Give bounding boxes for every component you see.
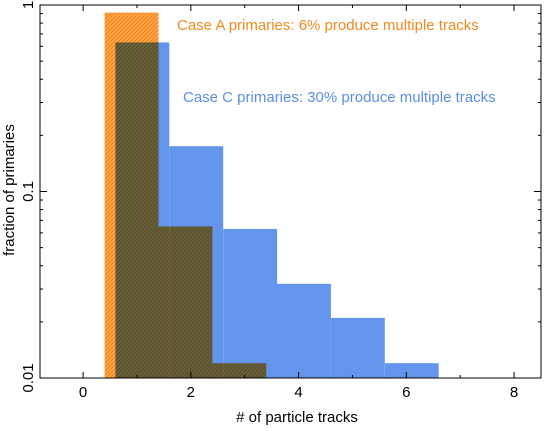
y-axis-label: fraction of primaries (1, 124, 18, 256)
x-axis-label: # of particle tracks (236, 409, 358, 426)
case-c-bar-4 (330, 317, 385, 378)
x-tick-label-6: 6 (402, 384, 410, 401)
x-tick-label-8: 8 (510, 384, 518, 401)
case-c-bar-3 (277, 283, 331, 378)
annotation-case-a: Case A primaries: 6% produce multiple tr… (177, 17, 479, 34)
x-tick-label-0: 0 (79, 384, 87, 401)
y-tick-label-2: 1 (20, 1, 37, 9)
case-a-bar-1 (158, 226, 213, 378)
y-tick-label-0: 0.01 (20, 363, 37, 392)
case-a-bar-2 (212, 363, 267, 378)
case-c-bar-2 (223, 228, 278, 378)
x-tick-label-4: 4 (294, 384, 302, 401)
annotation-case-c: Case C primaries: 30% produce multiple t… (183, 89, 496, 106)
case-a-bar-0 (104, 12, 159, 378)
y-tick-label-1: 0.1 (20, 181, 37, 202)
case-c-bar-5 (384, 363, 439, 378)
x-tick-label-2: 2 (187, 384, 195, 401)
